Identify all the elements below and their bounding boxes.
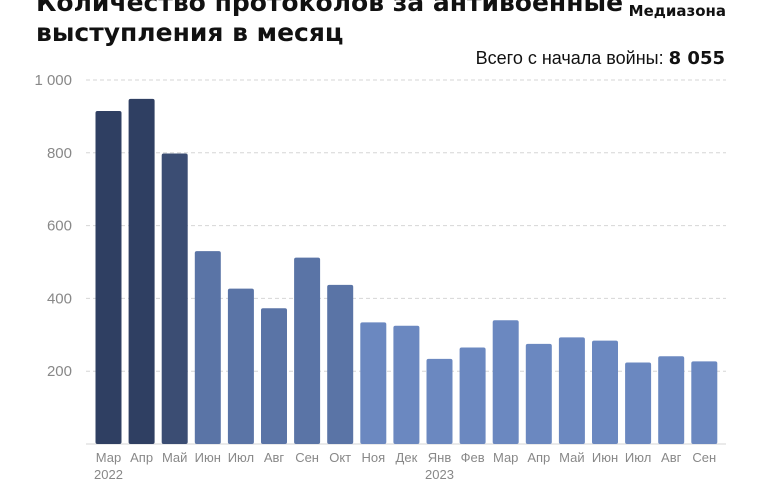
bar <box>227 288 254 444</box>
bar <box>592 340 618 444</box>
bar <box>294 257 321 444</box>
x-axis-tick-labels: Мар Апр Май Июн Июл Авг Сен Окт Ноя Дек Янв Фев Мар А… <box>94 450 716 482</box>
brand-logo-text: Медиазона <box>628 2 726 20</box>
total-value: 8 055 <box>668 48 725 69</box>
x-tick-label: Июл <box>625 450 651 465</box>
bar <box>194 251 221 444</box>
y-tick-label: 800 <box>47 145 72 162</box>
y-tick-label: 400 <box>47 290 72 307</box>
bars <box>95 98 718 444</box>
x-tick-label: Июн <box>195 450 221 465</box>
bar <box>658 356 685 444</box>
bar <box>691 361 718 444</box>
bar <box>426 358 453 444</box>
x-tick-label: Янв <box>428 450 452 465</box>
bar <box>261 308 287 444</box>
x-tick-label: Мар <box>493 450 518 465</box>
chart-title: Количество протоколов за антивоенные выс… <box>36 0 623 48</box>
x-tick-label: Мар <box>96 450 121 465</box>
x-tick-label: Апр <box>527 450 550 465</box>
chart-title-line-2: выступления в месяц <box>36 18 344 47</box>
y-tick-label: 1 000 <box>34 72 72 89</box>
chart-title-line-1: Количество протоколов за антивоенные <box>36 0 624 17</box>
bar <box>95 110 122 444</box>
y-tick-label: 600 <box>47 218 72 235</box>
x-tick-label: Май <box>162 450 187 465</box>
bar <box>459 347 486 444</box>
total-summary: Всего с начала войны: 8 055 <box>476 48 725 69</box>
x-tick-label: Апр <box>130 450 153 465</box>
x-tick-label: Ноя <box>361 450 385 465</box>
bar <box>492 320 519 444</box>
x-tick-label: Июл <box>228 450 254 465</box>
x-tick-label: Май <box>559 450 584 465</box>
bar <box>625 362 652 444</box>
bar <box>525 343 552 444</box>
y-tick-label: 200 <box>47 363 72 380</box>
total-label: Всего с начала войны: <box>475 48 664 68</box>
bar <box>360 322 387 444</box>
x-year-label: 2023 <box>425 467 454 482</box>
x-tick-label: Июн <box>592 450 618 465</box>
y-axis-tick-labels: 200 400 600 800 1 000 <box>34 72 72 380</box>
x-tick-label: Окт <box>329 450 351 465</box>
x-tick-label: Дек <box>396 450 418 465</box>
bar <box>558 337 585 444</box>
bar <box>327 284 354 444</box>
bar <box>161 153 188 444</box>
bar <box>128 98 155 444</box>
bar <box>393 325 420 444</box>
x-tick-label: Авг <box>264 450 285 465</box>
x-year-label: 2022 <box>94 467 123 482</box>
x-tick-label: Сен <box>295 450 319 465</box>
x-tick-label: Сен <box>692 450 716 465</box>
x-tick-label: Авг <box>661 450 682 465</box>
x-tick-label: Фев <box>461 450 485 465</box>
